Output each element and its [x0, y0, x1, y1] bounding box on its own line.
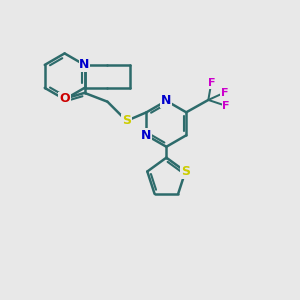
Text: S: S — [122, 114, 131, 127]
Text: O: O — [59, 92, 70, 105]
Text: N: N — [79, 58, 90, 71]
Text: S: S — [181, 165, 190, 178]
Text: N: N — [161, 94, 172, 107]
Text: F: F — [221, 88, 228, 98]
Text: F: F — [222, 101, 230, 111]
Text: F: F — [208, 78, 215, 88]
Text: N: N — [141, 129, 152, 142]
